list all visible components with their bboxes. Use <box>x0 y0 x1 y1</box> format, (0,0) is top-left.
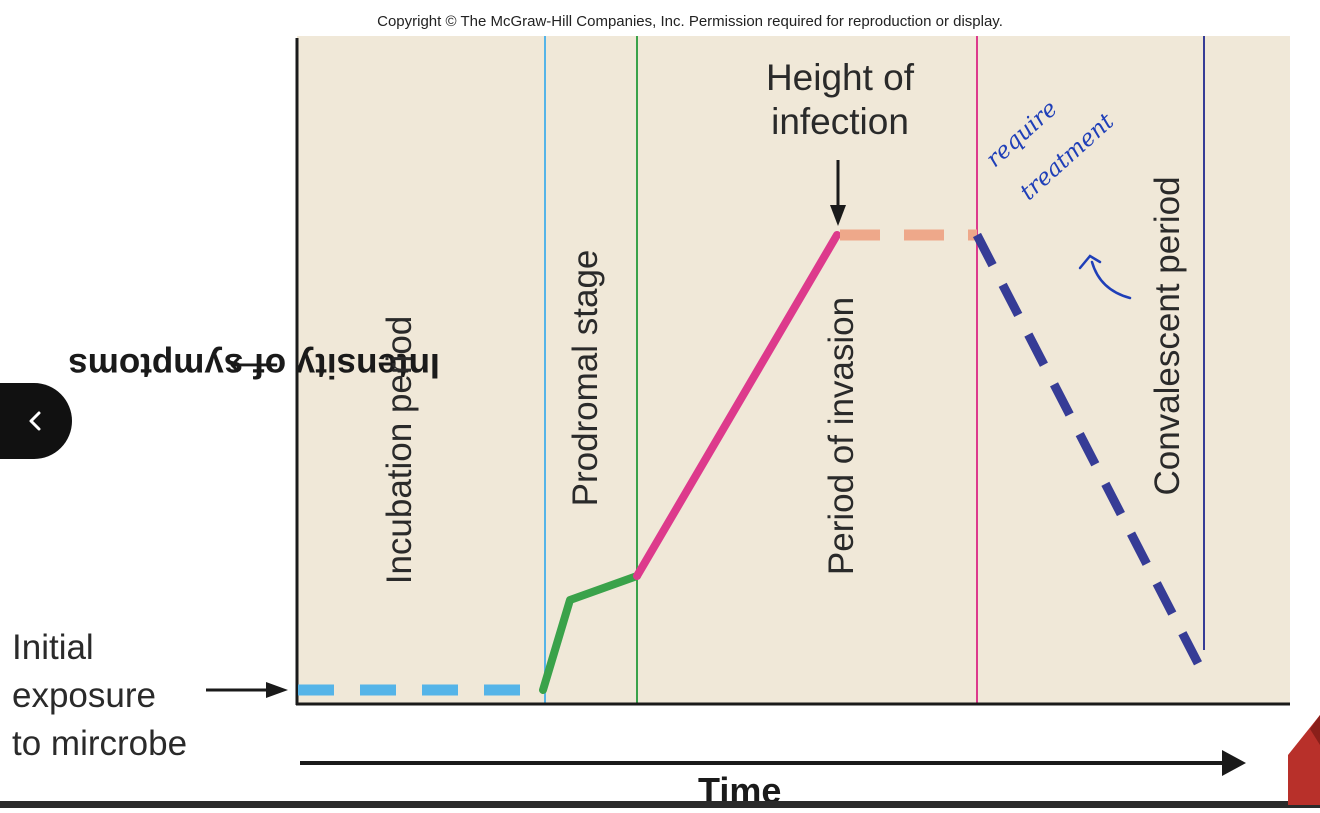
height-of-infection-label: Height of infection <box>765 57 915 142</box>
chevron-left-icon <box>29 411 41 431</box>
peak-arrowhead <box>830 205 846 226</box>
back-button[interactable] <box>0 383 72 459</box>
time-arrowhead <box>1222 750 1246 776</box>
copyright-notice: Copyright © The McGraw-Hill Companies, I… <box>377 13 1003 30</box>
corner-decoration <box>1288 715 1320 805</box>
decline-segment <box>973 232 1208 678</box>
handwritten-arrow-icon <box>1078 254 1132 300</box>
exposure-arrowhead <box>266 682 288 698</box>
prodromal-segment <box>539 572 641 694</box>
initial-exposure-label: Initial exposure to mircrobe <box>12 628 188 763</box>
invasion-segment <box>633 231 841 580</box>
chart-panel <box>297 36 1290 704</box>
y-axis-arrow-icon: ⟶ <box>228 346 280 385</box>
bottom-border <box>0 801 1320 808</box>
